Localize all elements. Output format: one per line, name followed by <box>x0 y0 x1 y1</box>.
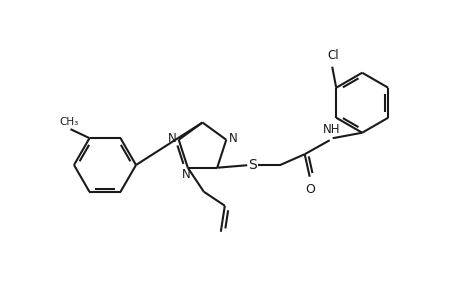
Text: NH: NH <box>322 123 340 136</box>
Text: Cl: Cl <box>327 49 338 62</box>
Text: S: S <box>247 158 256 172</box>
Text: N: N <box>228 132 237 145</box>
Text: O: O <box>305 183 314 196</box>
Text: N: N <box>181 168 190 181</box>
Text: CH₃: CH₃ <box>59 117 78 127</box>
Text: N: N <box>168 132 176 145</box>
